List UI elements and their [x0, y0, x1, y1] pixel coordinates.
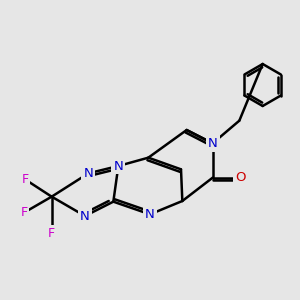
Text: F: F — [21, 173, 28, 186]
Text: N: N — [80, 209, 90, 223]
Text: N: N — [113, 160, 123, 172]
Text: F: F — [48, 227, 55, 240]
Text: N: N — [208, 137, 218, 150]
Text: N: N — [83, 167, 93, 180]
Text: F: F — [20, 206, 28, 219]
Text: N: N — [145, 208, 155, 221]
Text: O: O — [235, 171, 245, 184]
